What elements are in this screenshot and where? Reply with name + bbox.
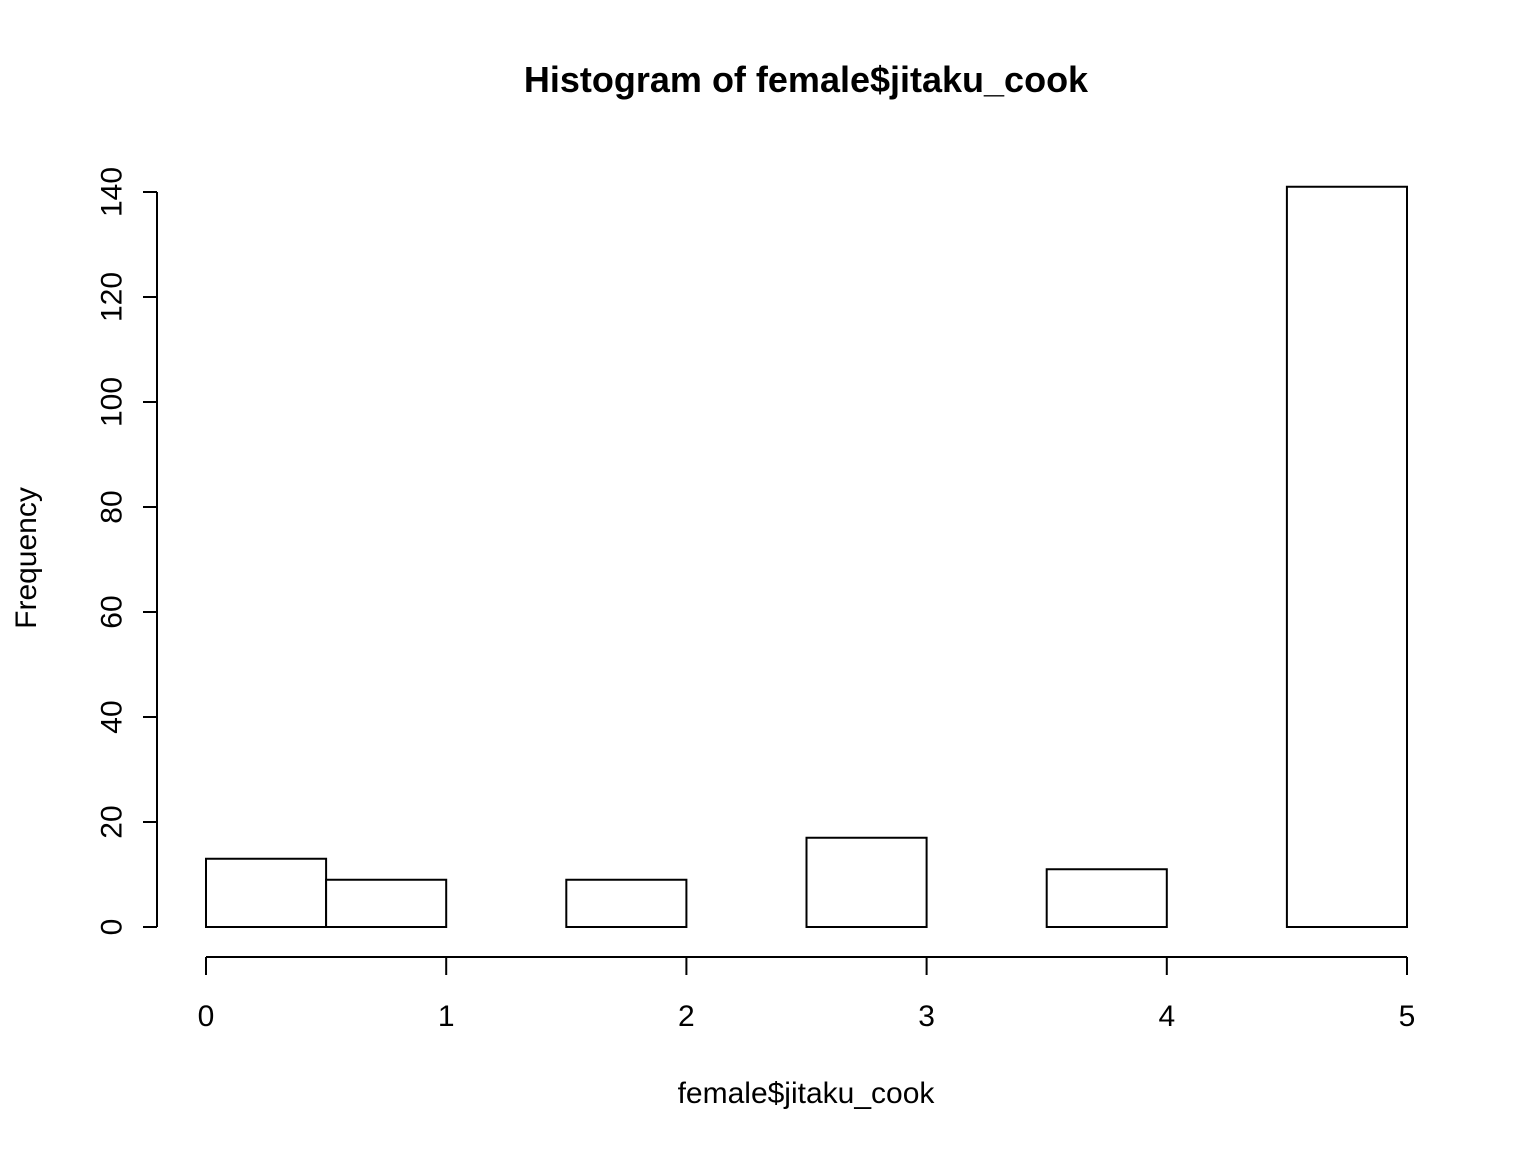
- y-tick-label: 120: [96, 272, 129, 322]
- y-tick-label: 0: [96, 919, 129, 936]
- y-axis-label: Frequency: [10, 487, 43, 629]
- histogram-bar: [805, 836, 928, 928]
- x-tick-label: 1: [438, 1000, 455, 1033]
- histogram-bar: [565, 878, 688, 928]
- x-tick-label: 2: [678, 1000, 695, 1033]
- bars-group: [205, 185, 1409, 928]
- y-tick-label: 40: [96, 700, 129, 733]
- y-tick-label: 100: [96, 377, 129, 427]
- x-axis: 0 1 2 3 4 5: [198, 956, 1416, 1033]
- x-tick-label: 5: [1399, 1000, 1416, 1033]
- histogram-bar: [205, 857, 328, 928]
- y-tick-label: 80: [96, 490, 129, 523]
- y-tick-label: 140: [96, 167, 129, 217]
- histogram-bar: [1285, 185, 1409, 928]
- x-tick-label: 3: [918, 1000, 935, 1033]
- x-tick-label: 0: [198, 1000, 215, 1033]
- y-tick-label: 60: [96, 595, 129, 628]
- x-axis-label: female$jitaku_cook: [678, 1077, 936, 1110]
- histogram-bar: [325, 878, 448, 928]
- histogram-bar: [1045, 868, 1168, 928]
- chart-title: Histogram of female$jitaku_cook: [524, 59, 1089, 100]
- y-axis: 0 20 40 60 80 100 120 140: [96, 167, 158, 935]
- y-tick-label: 20: [96, 805, 129, 838]
- x-tick-label: 4: [1158, 1000, 1175, 1033]
